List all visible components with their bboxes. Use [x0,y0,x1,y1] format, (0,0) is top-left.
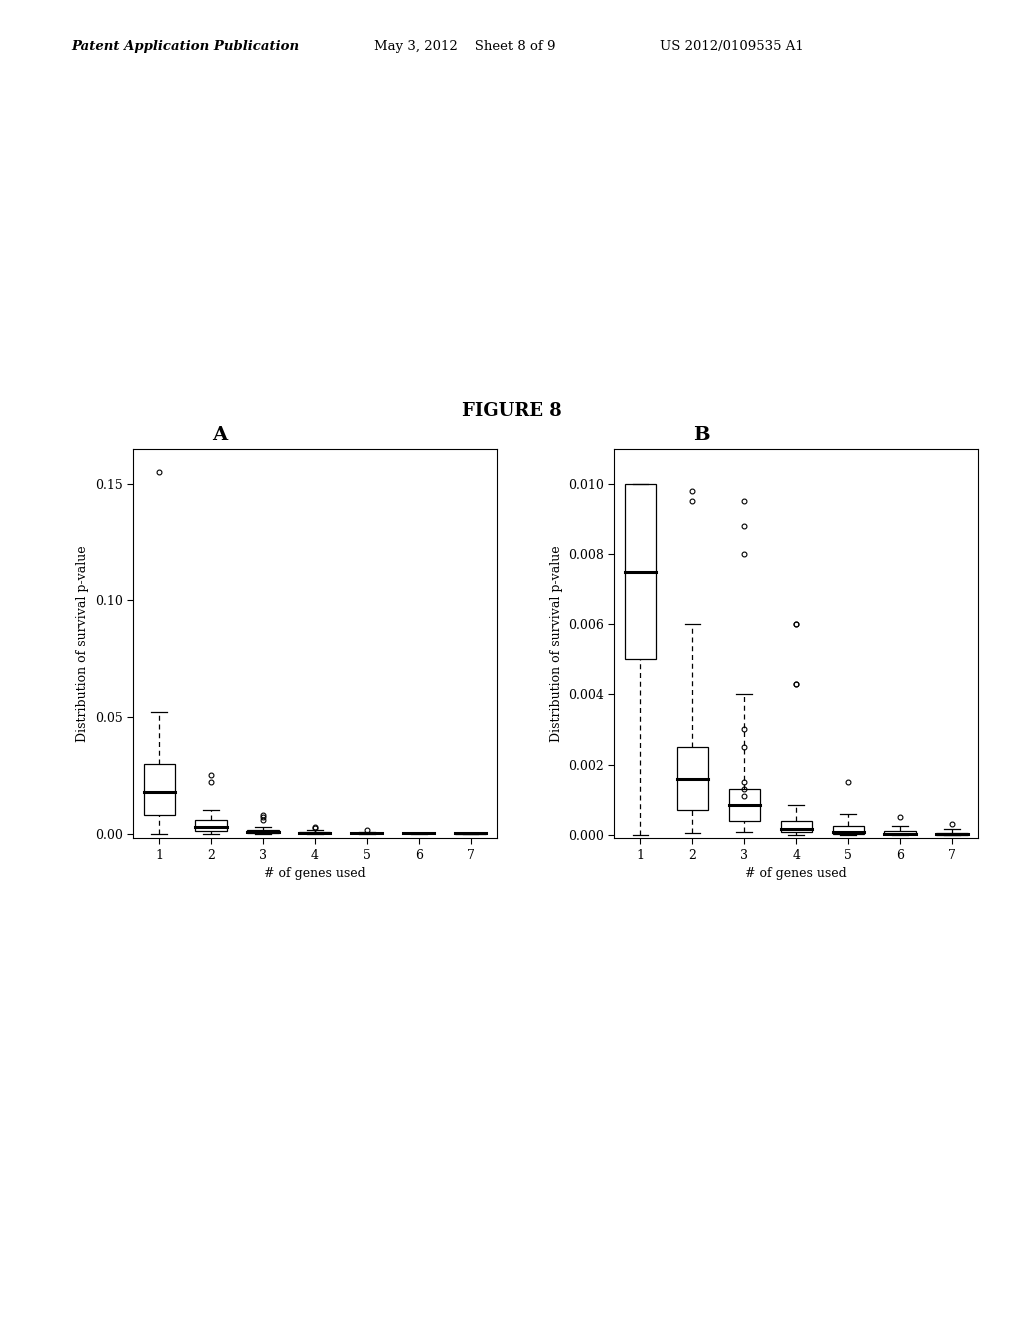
Text: May 3, 2012    Sheet 8 of 9: May 3, 2012 Sheet 8 of 9 [374,40,555,53]
Bar [248,830,279,833]
Bar [729,789,760,821]
Y-axis label: Distribution of survival p-value: Distribution of survival p-value [76,545,89,742]
Text: Patent Application Publication: Patent Application Publication [72,40,300,53]
Text: B: B [693,425,710,444]
Bar [196,820,226,832]
Bar [885,832,915,834]
Bar [625,484,656,659]
X-axis label: # of genes used: # of genes used [745,867,847,880]
Bar [936,833,968,834]
Text: A: A [213,425,227,444]
X-axis label: # of genes used: # of genes used [264,867,366,880]
Bar [143,763,175,814]
Bar [299,832,331,833]
Text: US 2012/0109535 A1: US 2012/0109535 A1 [660,40,804,53]
Bar [677,747,708,810]
Y-axis label: Distribution of survival p-value: Distribution of survival p-value [550,545,562,742]
Bar [833,826,863,834]
Bar [780,821,812,832]
Text: FIGURE 8: FIGURE 8 [462,401,562,420]
